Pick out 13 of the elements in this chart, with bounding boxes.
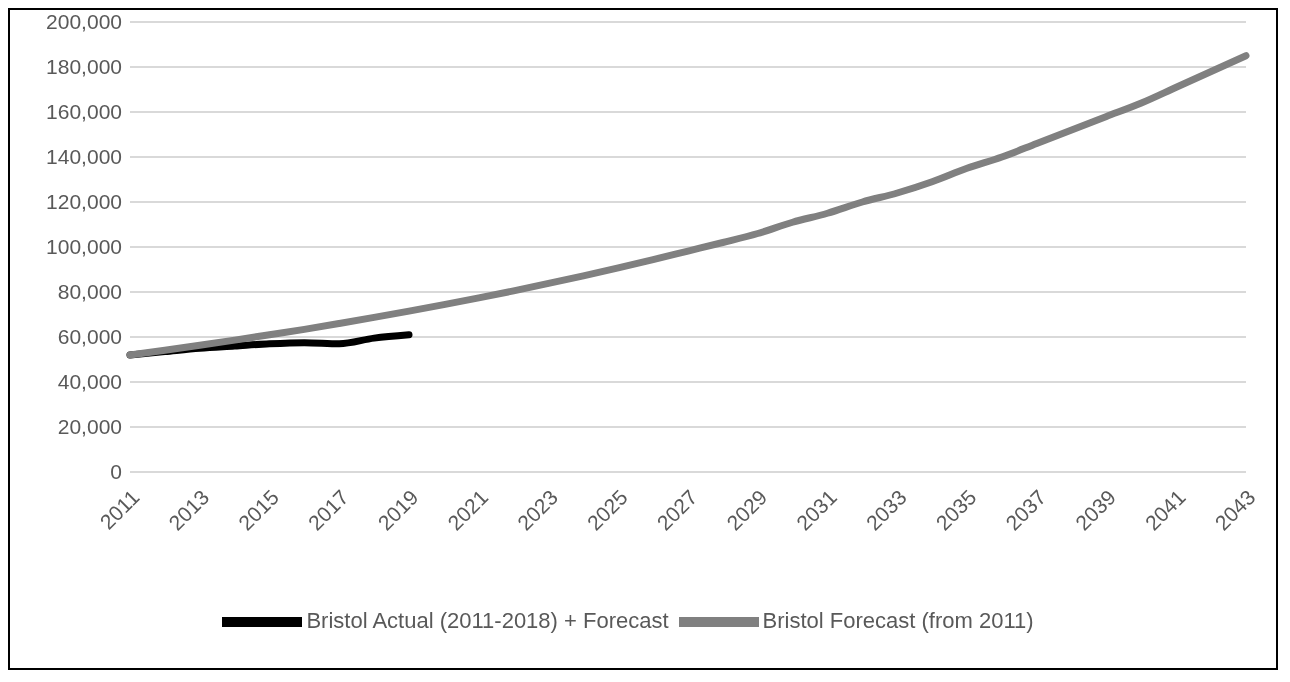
y-tick-label: 100,000: [46, 235, 122, 259]
y-tick-label: 0: [110, 460, 122, 484]
y-tick-label: 120,000: [46, 190, 122, 214]
legend-label: Bristol Forecast (from 2011): [762, 607, 1034, 633]
y-tick-label: 20,000: [57, 415, 122, 439]
y-tick-label: 80,000: [57, 280, 122, 304]
y-tick-label: 60,000: [57, 325, 122, 349]
y-tick-label: 160,000: [46, 100, 122, 124]
y-tick-label: 140,000: [46, 145, 122, 169]
y-tick-label: 180,000: [46, 55, 122, 79]
y-tick-label: 40,000: [57, 370, 122, 394]
legend-label: Bristol Actual (2011-2018) + Forecast: [306, 607, 669, 633]
y-tick-label: 200,000: [46, 10, 122, 34]
